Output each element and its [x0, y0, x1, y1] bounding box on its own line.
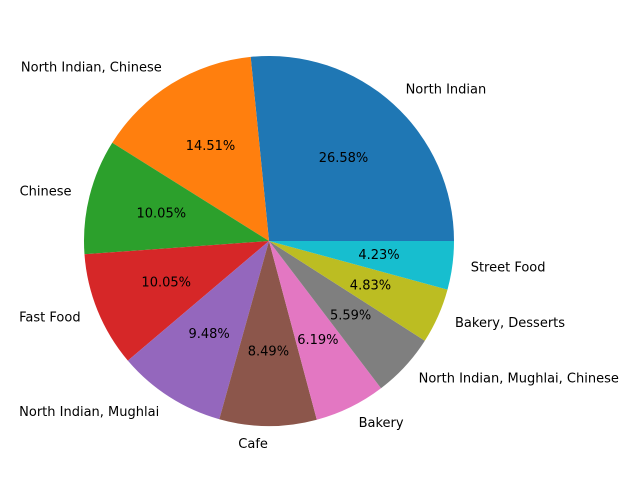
pie-slice-cafe	[219, 241, 317, 427]
pct-label-street-food: 4.23%	[358, 248, 399, 263]
pct-label-north-indian: 26.58%	[319, 151, 369, 166]
percentage-labels: 26.58% 14.51% 10.05% 10.05% 9.48% 8.49% 6.19% 5…	[137, 139, 400, 359]
pie-slice-north-indian-mughlai-chinese	[269, 241, 425, 389]
pie-slice-north-indian	[250, 55, 454, 241]
pct-label-bakery-desserts: 4.83%	[350, 279, 391, 294]
pie-slice-north-indian-chinese	[112, 56, 270, 241]
pie-slice-street-food	[269, 241, 454, 290]
category-labels: North Indian North Indian, Chinese Chinese…	[19, 61, 619, 452]
slice-label-chinese: Chinese	[20, 184, 72, 199]
pct-label-fast-food: 10.05%	[141, 275, 191, 290]
slice-label-north-indian-mughlai-chinese: North Indian, Mughlai, Chinese	[419, 371, 619, 386]
pct-label-north-indian-mughlai: 9.48%	[188, 327, 229, 342]
pie-slice-north-indian-mughlai	[127, 241, 270, 420]
slice-label-bakery-desserts: Bakery, Desserts	[455, 316, 565, 331]
pct-label-bakery: 6.19%	[297, 333, 338, 348]
slice-label-street-food: Street Food	[471, 260, 546, 275]
slice-label-north-indian-chinese: North Indian, Chinese	[21, 61, 162, 76]
slice-label-north-indian-mughlai: North Indian, Mughlai	[19, 405, 159, 420]
pie-slice-fast-food	[84, 241, 269, 361]
pie-slice-bakery	[269, 241, 382, 420]
slices-layer	[83, 55, 454, 427]
pct-label-north-indian-mughlai-chinese: 5.59%	[330, 309, 371, 324]
pct-label-north-indian-chinese: 14.51%	[186, 139, 236, 154]
pct-label-chinese: 10.05%	[137, 207, 187, 222]
slice-label-bakery: Bakery	[359, 416, 404, 431]
pie-slice-bakery-desserts	[269, 241, 448, 341]
slice-label-cafe: Cafe	[238, 437, 268, 452]
slice-label-north-indian: North Indian	[406, 83, 487, 98]
pct-label-cafe: 8.49%	[248, 345, 289, 360]
slice-label-fast-food: Fast Food	[19, 310, 80, 325]
pie-slice-chinese	[83, 142, 269, 255]
